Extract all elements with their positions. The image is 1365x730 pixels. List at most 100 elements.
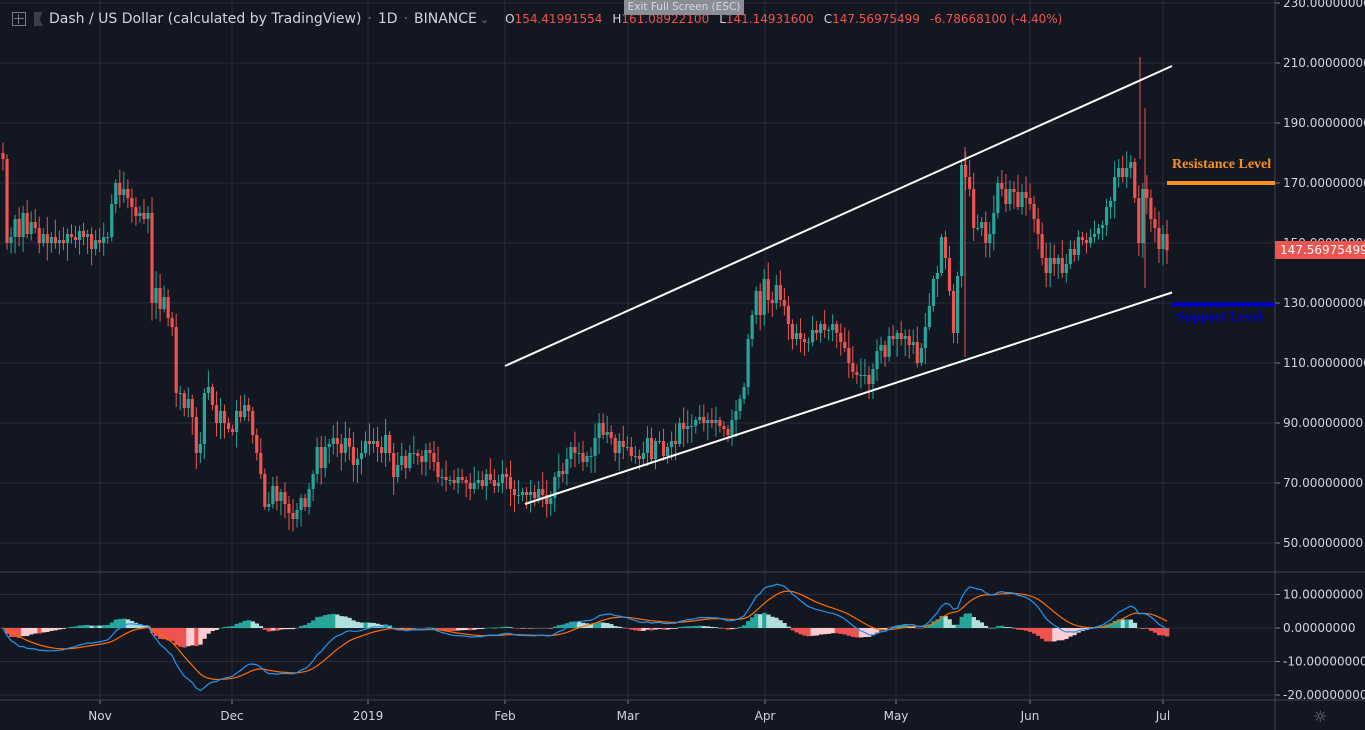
macd-histogram-bar [121, 618, 127, 628]
candle-body [1109, 201, 1113, 207]
candle-body [323, 447, 327, 468]
macd-histogram-bar [947, 619, 952, 628]
candle-body [243, 405, 247, 417]
macd-histogram-bar [810, 628, 815, 636]
last-price-tag: 147.56975499 [1275, 241, 1365, 259]
macd-histogram-bar [1040, 628, 1045, 639]
candle-body [299, 498, 303, 510]
candle-body [436, 462, 440, 477]
candle-body [601, 423, 605, 435]
macd-histogram-bar [25, 628, 30, 636]
candle-body [1028, 198, 1032, 204]
macd-histogram-bar [806, 628, 811, 637]
candle-body [637, 456, 641, 459]
candle-body [827, 330, 831, 331]
candle-body [1088, 237, 1093, 243]
macd-histogram-bar [488, 627, 493, 629]
exit-fullscreen-button[interactable]: Exit Full Screen (ESC) [624, 0, 744, 15]
macd-histogram-bar [93, 625, 98, 628]
candle-body [1137, 198, 1141, 243]
candle-body [235, 411, 239, 432]
macd-axis-label: 10.00000000 [1283, 588, 1363, 602]
candle-body [194, 417, 198, 453]
macd-histogram-bar [178, 628, 183, 647]
candle-body [158, 288, 162, 309]
exchange-label[interactable]: BINANCE [414, 11, 477, 27]
macd-histogram-bar [556, 625, 562, 628]
candle-body [174, 327, 178, 393]
candle-body [919, 348, 923, 363]
candle-body [77, 231, 82, 240]
macd-histogram-bar [874, 628, 880, 633]
time-axis-label: Jun [1020, 709, 1040, 723]
gear-icon[interactable]: ☼ [1313, 707, 1328, 726]
candle-body [714, 420, 718, 423]
macd-histogram-bar [65, 627, 70, 629]
macd-histogram-bar [665, 628, 670, 630]
macd-histogram-bar [5, 628, 10, 634]
candle-body [114, 183, 118, 204]
macd-histogram-bar [274, 628, 280, 631]
candle-body [1, 153, 5, 159]
candle-body [891, 336, 895, 339]
macd-histogram-bar [154, 628, 159, 637]
candle-body [1076, 237, 1080, 255]
candle-body [686, 426, 690, 429]
candle-body [29, 222, 33, 234]
candle-body [561, 471, 565, 474]
candle-body [573, 447, 577, 453]
macd-histogram-bar [669, 628, 674, 629]
candle-body [452, 480, 456, 483]
price-axis-label: 170.00000000 [1283, 176, 1365, 190]
candle-body [988, 234, 992, 243]
time-axis-label: Apr [755, 709, 776, 723]
macd-histogram-bar [991, 627, 997, 629]
macd-histogram-bar [37, 628, 42, 634]
macd-histogram-bar [1128, 619, 1134, 628]
candle-body [814, 330, 819, 333]
candle-body [1157, 228, 1161, 249]
candle-body [371, 441, 376, 444]
macd-histogram-bar [1007, 627, 1013, 628]
macd-histogram-bar [548, 628, 554, 629]
candle-body [239, 411, 243, 417]
candle-body [798, 333, 803, 339]
macd-histogram-bar [544, 628, 550, 629]
macd-histogram-bar [536, 627, 541, 629]
chevron-down-icon[interactable]: ⌄ [479, 12, 490, 26]
macd-histogram-bar [903, 625, 908, 628]
candle-body [968, 177, 972, 189]
candle-body [347, 438, 351, 447]
separator-dot: · [403, 11, 409, 27]
macd-histogram-bar [593, 623, 598, 628]
macd-histogram-bar [343, 616, 348, 628]
candle-body [649, 438, 654, 459]
macd-histogram-bar [367, 622, 372, 628]
expand-icon[interactable] [12, 12, 26, 26]
candle-body [976, 228, 980, 229]
candle-body [17, 219, 21, 237]
candle-body [472, 483, 476, 489]
candle-body [468, 483, 472, 489]
candle-body [1016, 192, 1020, 207]
candle-body [553, 477, 557, 498]
symbol-title[interactable]: Dash / US Dollar (calculated by TradingV… [49, 11, 362, 27]
macd-histogram-bar [818, 628, 823, 635]
candle-body [557, 471, 561, 477]
candle-body [182, 393, 186, 408]
macd-histogram-bar [355, 621, 360, 628]
macd-histogram-bar [278, 628, 284, 630]
macd-histogram-bar [137, 624, 143, 628]
resistance-level-line [1167, 181, 1275, 185]
macd-histogram-bar [822, 628, 827, 635]
macd-line [2, 583, 1168, 692]
macd-histogram-bar [685, 626, 691, 628]
candle-body [25, 213, 29, 234]
macd-histogram-bar [540, 627, 546, 629]
macd-histogram-bar [987, 627, 993, 629]
macd-histogram-bar [202, 628, 207, 639]
candle-body [198, 444, 202, 453]
candle-body [529, 492, 533, 495]
interval-label[interactable]: 1D [377, 11, 398, 27]
